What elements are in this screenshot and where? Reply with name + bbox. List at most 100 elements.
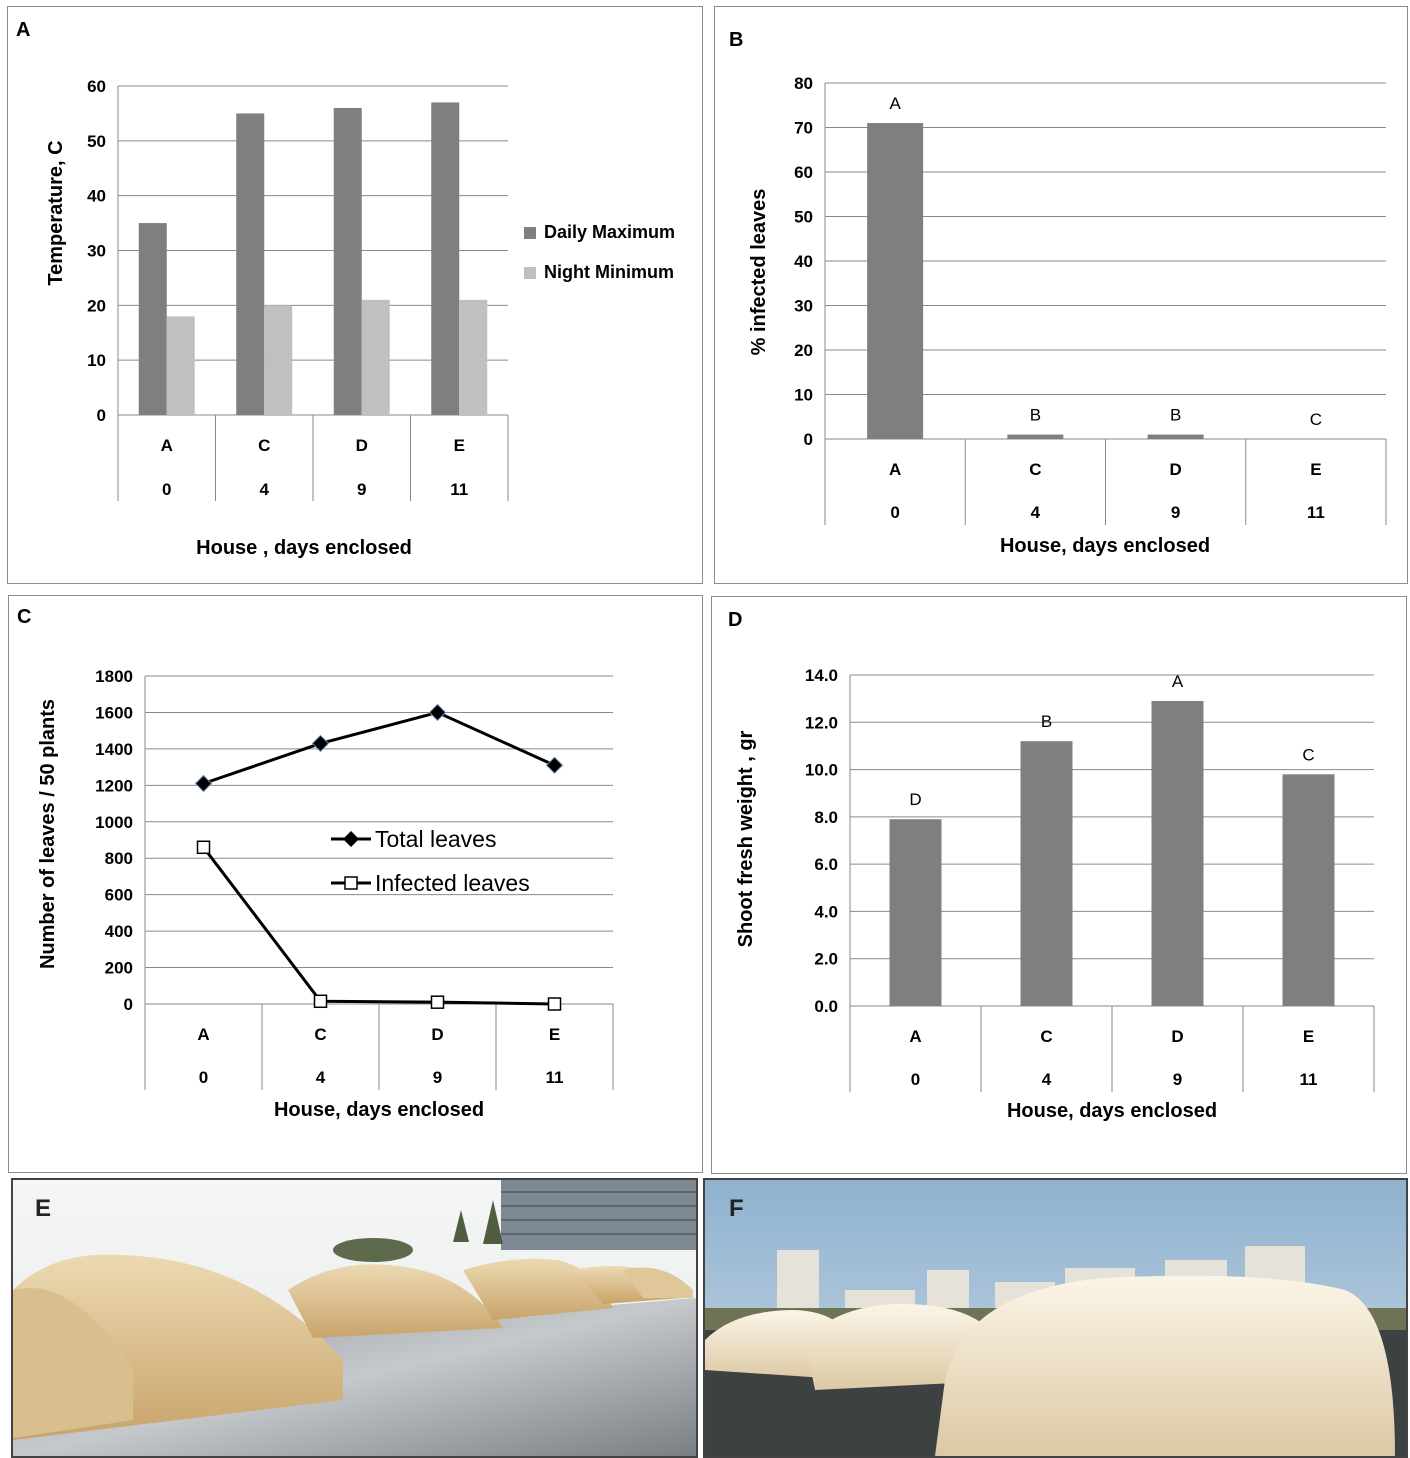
- x-category-label: E: [1303, 1027, 1314, 1046]
- data-label: B: [1030, 406, 1041, 425]
- bar: [1147, 434, 1204, 439]
- x-category-days-label: 11: [450, 480, 468, 499]
- x-category-days-label: 4: [260, 480, 270, 499]
- data-label: B: [1041, 712, 1052, 731]
- point-marker: [311, 734, 330, 753]
- x-category-label: A: [909, 1027, 921, 1046]
- y-tick-label: 200: [105, 959, 133, 978]
- data-label: C: [1310, 410, 1322, 429]
- y-tick-label: 1600: [95, 703, 133, 722]
- x-category-days-label: 0: [199, 1068, 208, 1087]
- x-category-days-label: 0: [162, 480, 171, 499]
- bar: [1282, 774, 1335, 1006]
- data-label: A: [1172, 672, 1184, 691]
- y-tick-label: 1800: [95, 667, 133, 686]
- x-category-label: E: [454, 436, 465, 455]
- y-tick-label: 30: [87, 242, 106, 261]
- x-category-label: A: [161, 436, 173, 455]
- panel-d: D 0.0 2.0 4.0 6.0 8.0 10.0 12.0 14.0 A 0 C 4 D 9 E 11 Ho…: [711, 596, 1407, 1174]
- point-marker: [313, 994, 328, 1009]
- y-tick-label: 10.0: [805, 761, 838, 780]
- legend-label: Total leaves: [375, 826, 496, 852]
- y-tick-label: 10: [87, 351, 106, 370]
- photo-f: F: [703, 1178, 1408, 1458]
- bar: [1007, 434, 1064, 439]
- bar: [889, 819, 942, 1006]
- y-tick-label: 30: [794, 297, 813, 316]
- x-category-label: D: [356, 436, 368, 455]
- legend-marker: [344, 876, 358, 890]
- y-tick-label: 2.0: [814, 950, 838, 969]
- panel-a-letter: A: [16, 19, 31, 41]
- x-category-days-label: 11: [546, 1068, 564, 1087]
- x-category-label: E: [549, 1025, 560, 1044]
- x-category-days-label: 9: [433, 1068, 442, 1087]
- legend-label: Daily Maximum: [544, 222, 675, 242]
- chart-a: 0 10 20 30 40 50 60 A 0 C 4 D 9 E 11 House , days enclo…: [45, 77, 675, 559]
- panel-b: B 0 10 20 30 40 50 60 70 80 A 0 C 4 D 9 E 11 House, days …: [714, 6, 1408, 584]
- legend-label: Infected leaves: [375, 870, 530, 896]
- y-tick-label: 50: [794, 208, 813, 227]
- y-tick-label: 60: [794, 163, 813, 182]
- y-tick-label: 6.0: [814, 855, 838, 874]
- x-category-days-label: 0: [911, 1070, 920, 1089]
- chart-c: 0 200 400 600 800 1000 1200 1400 1600 1800 A 0 C 4 D 9 E…: [37, 667, 614, 1121]
- x-category-days-label: 4: [1031, 503, 1041, 522]
- y-tick-label: 60: [87, 77, 106, 96]
- y-tick-label: 800: [105, 849, 133, 868]
- y-tick-label: 40: [87, 187, 106, 206]
- bar: [431, 102, 460, 415]
- y-tick-label: 0: [97, 406, 106, 425]
- panel-a: A 0 10 20 30 40 50 60 A 0 C 4 D 9 E 11 House , days enc…: [7, 6, 703, 584]
- x-axis-title: House, days enclosed: [1007, 1100, 1217, 1122]
- panel-d-letter: D: [728, 609, 743, 631]
- y-tick-label: 14.0: [805, 666, 838, 685]
- legend-swatch: [524, 267, 536, 279]
- legend-swatch: [524, 227, 536, 239]
- y-tick-label: 10: [794, 386, 813, 405]
- x-category-days-label: 9: [1171, 503, 1180, 522]
- data-label: A: [889, 94, 901, 113]
- point-marker: [196, 840, 211, 855]
- y-tick-label: 1400: [95, 740, 133, 759]
- x-category-days-label: 11: [1300, 1070, 1318, 1089]
- panel-b-letter: B: [729, 29, 744, 51]
- photo-e: E: [11, 1178, 698, 1458]
- bar: [1020, 741, 1073, 1006]
- series-line: [202, 846, 555, 1006]
- y-tick-label: 400: [105, 922, 133, 941]
- bar: [138, 223, 167, 415]
- x-category-label: A: [889, 460, 901, 479]
- bar: [236, 113, 265, 416]
- panel-c-letter: C: [17, 606, 32, 628]
- photo-e-illustration: E: [13, 1180, 696, 1456]
- y-tick-label: 40: [794, 252, 813, 271]
- x-category-label: C: [1040, 1027, 1052, 1046]
- legend-marker: [343, 831, 359, 847]
- y-tick-label: 8.0: [814, 808, 838, 827]
- point-marker: [547, 997, 562, 1011]
- y-tick-label: 0: [804, 430, 813, 449]
- x-category-days-label: 4: [1042, 1070, 1052, 1089]
- x-category-days-label: 0: [890, 503, 899, 522]
- point-marker: [545, 756, 564, 774]
- x-category-label: C: [314, 1025, 326, 1044]
- bar: [1151, 701, 1204, 1006]
- y-tick-label: 20: [87, 296, 106, 315]
- x-axis-title: House, days enclosed: [1000, 535, 1210, 557]
- x-category-label: C: [1029, 460, 1041, 479]
- photo-f-illustration: F: [705, 1180, 1406, 1456]
- x-category-days-label: 9: [357, 480, 366, 499]
- point-marker: [430, 995, 445, 1009]
- y-tick-label: 1200: [95, 776, 133, 795]
- y-tick-label: 0.0: [814, 997, 838, 1016]
- y-axis-title: % infected leaves: [748, 189, 770, 356]
- x-category-label: A: [197, 1025, 209, 1044]
- x-axis-title: House, days enclosed: [274, 1099, 484, 1121]
- photo-f-letter: F: [729, 1195, 744, 1222]
- bar: [264, 305, 293, 415]
- chart-d: 0.0 2.0 4.0 6.0 8.0 10.0 12.0 14.0 A 0 C 4 D 9 E 11 Hous…: [735, 666, 1375, 1122]
- x-category-days-label: 9: [1173, 1070, 1182, 1089]
- bar: [361, 299, 390, 415]
- point-marker: [428, 703, 447, 722]
